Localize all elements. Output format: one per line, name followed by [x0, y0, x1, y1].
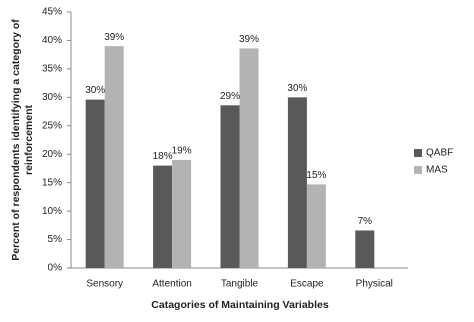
value-label: 30%	[85, 85, 105, 96]
y-tick-label: 0%	[48, 263, 63, 274]
bar	[85, 99, 105, 268]
value-label: 29%	[220, 91, 240, 102]
y-tick-label: 25%	[42, 120, 62, 131]
value-label: 18%	[153, 151, 173, 162]
y-axis-title: Percent of respondents identifying a cat…	[10, 19, 35, 261]
x-tick-label: Attention	[152, 279, 191, 290]
legend-swatch	[414, 166, 422, 174]
bar	[306, 184, 326, 268]
y-tick-label: 30%	[42, 92, 62, 103]
value-label: 39%	[239, 34, 259, 45]
bar	[220, 105, 240, 268]
legend-label: MAS	[426, 165, 448, 176]
x-axis-title: Catagories of Maintaining Variables	[151, 299, 329, 311]
value-label: 7%	[358, 216, 373, 227]
y-axis-title-line: Percent of respondents identifying a cat…	[10, 19, 22, 261]
x-tick-label: Sensory	[86, 279, 123, 290]
y-tick-label: 20%	[42, 149, 62, 160]
value-label: 30%	[287, 83, 307, 94]
x-tick-label: Escape	[290, 279, 324, 290]
bar	[355, 230, 375, 268]
y-tick-label: 35%	[42, 64, 62, 75]
bar	[287, 97, 307, 268]
legend-label: QABF	[426, 148, 453, 159]
y-axis-title-line: reinforcement	[23, 104, 35, 175]
value-label: 15%	[306, 170, 326, 181]
bar	[153, 165, 173, 268]
bar	[172, 159, 192, 268]
y-tick-label: 5%	[48, 234, 63, 245]
value-label: 39%	[104, 32, 124, 43]
x-tick-label: Tangible	[221, 279, 259, 290]
x-tick-label: Physical	[356, 279, 393, 290]
value-label: 19%	[172, 146, 192, 157]
bar	[239, 48, 259, 268]
bar	[104, 46, 124, 269]
legend-swatch	[414, 149, 422, 157]
y-tick-label: 45%	[42, 7, 62, 18]
y-tick-label: 10%	[42, 206, 62, 217]
y-tick-label: 15%	[42, 177, 62, 188]
y-tick-label: 40%	[42, 35, 62, 46]
